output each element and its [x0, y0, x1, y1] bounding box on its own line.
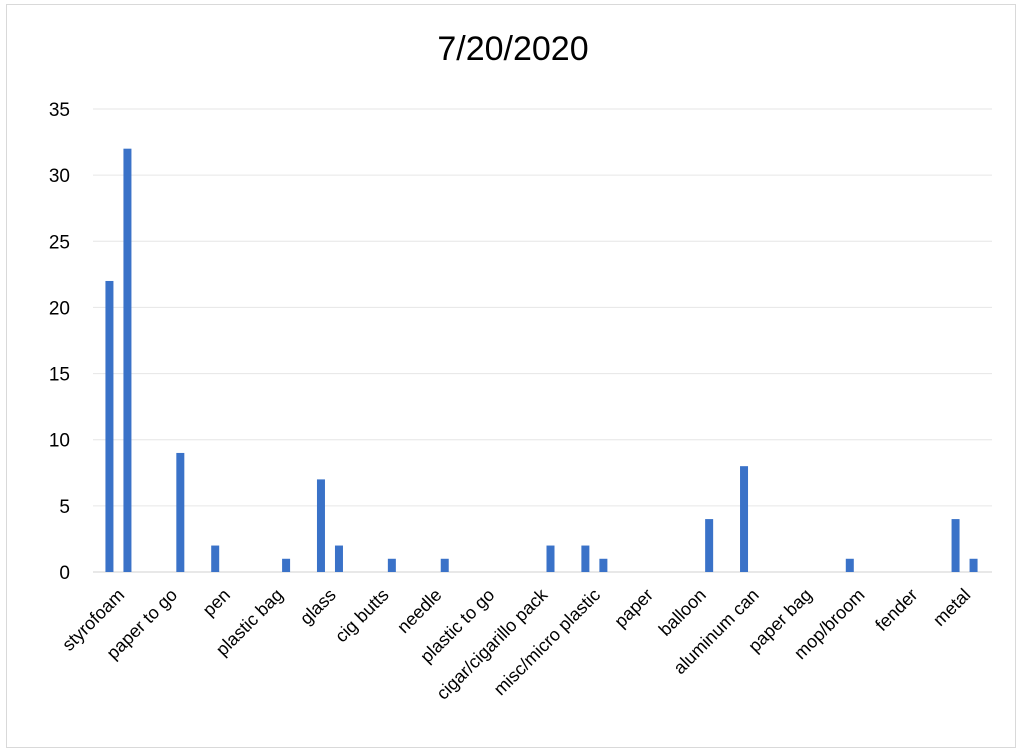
- y-tick-label: 0: [59, 563, 70, 584]
- bar: [599, 558, 608, 572]
- bar: [123, 148, 132, 572]
- x-category-label: paper: [610, 585, 657, 632]
- y-tick-label: 30: [49, 166, 70, 187]
- x-category-label: glass: [296, 585, 340, 629]
- bar: [440, 558, 449, 572]
- y-tick-label: 20: [49, 298, 70, 319]
- y-tick-label: 35: [49, 100, 70, 121]
- x-category-label: fender: [871, 585, 921, 635]
- bar: [105, 280, 114, 572]
- y-tick-label: 25: [49, 232, 70, 253]
- bar: [546, 545, 555, 572]
- y-tick-label: 10: [49, 431, 70, 452]
- bar: [176, 452, 185, 572]
- chart-frame: [6, 4, 1016, 748]
- x-category-label: needle: [393, 585, 445, 637]
- bar: [845, 558, 854, 572]
- bar: [387, 558, 396, 572]
- chart-title: 7/20/2020: [437, 30, 589, 68]
- y-tick-label: 5: [59, 497, 70, 518]
- bar: [740, 466, 749, 572]
- bar: [705, 519, 714, 572]
- bar: [969, 558, 978, 572]
- x-category-label: cig butts: [331, 585, 393, 647]
- bar: [282, 558, 291, 572]
- bar: [211, 545, 220, 572]
- x-category-label: pen: [199, 585, 234, 620]
- bar: [334, 545, 343, 572]
- x-category-label: metal: [929, 585, 974, 630]
- bar: [581, 545, 590, 572]
- bar: [951, 519, 960, 572]
- y-tick-label: 15: [49, 365, 70, 386]
- bar: [316, 479, 325, 572]
